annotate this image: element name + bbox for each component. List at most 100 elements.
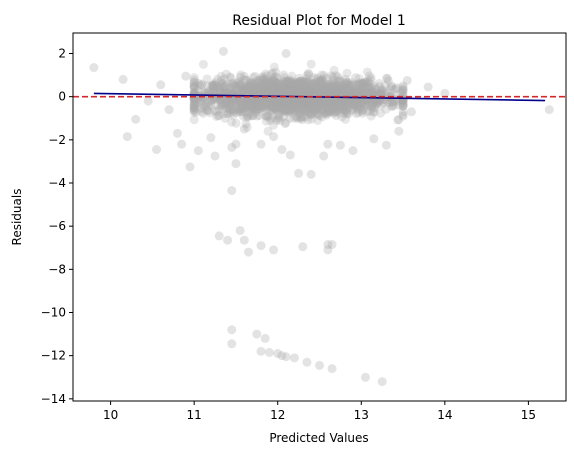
scatter-point (312, 101, 322, 111)
scatter-point (245, 108, 255, 118)
scatter-point (374, 79, 384, 89)
scatter-point (364, 71, 374, 81)
scatter-point (189, 96, 199, 106)
scatter-point (276, 98, 286, 108)
scatter-point (269, 84, 279, 94)
scatter-point (279, 87, 289, 97)
scatter-point (327, 71, 337, 81)
scatter-point (228, 78, 238, 88)
scatter-point (203, 101, 213, 111)
scatter-point (374, 82, 384, 92)
scatter-point (256, 241, 266, 251)
scatter-point (252, 100, 262, 110)
scatter-point (369, 134, 379, 144)
scatter-point (228, 105, 238, 115)
scatter-point (314, 100, 324, 110)
scatter-point (328, 100, 338, 110)
scatter-point (274, 82, 284, 92)
scatter-point (247, 84, 257, 94)
scatter-point (263, 80, 273, 90)
scatter-point (337, 104, 347, 114)
scatter-point (227, 325, 237, 335)
scatter-point (189, 73, 199, 83)
scatter-point (270, 99, 280, 109)
scatter-point (358, 108, 368, 118)
scatter-point (289, 105, 299, 115)
scatter-point (342, 77, 352, 87)
scatter-point (207, 95, 217, 105)
scatter-point (278, 95, 288, 105)
scatter-point (338, 99, 348, 109)
scatter-point (398, 99, 408, 109)
scatter-point (258, 96, 268, 106)
scatter-point (265, 76, 275, 86)
scatter-point (295, 87, 305, 97)
scatter-point (300, 84, 310, 94)
scatter-point (225, 100, 235, 110)
scatter-point (320, 103, 330, 113)
scatter-point (189, 87, 199, 97)
scatter-point (224, 87, 234, 97)
scatter-point (323, 85, 333, 95)
scatter-point (258, 80, 268, 90)
scatter-point (252, 96, 262, 106)
scatter-point (325, 81, 335, 91)
scatter-point (269, 72, 279, 82)
scatter-point (309, 78, 319, 88)
scatter-point (336, 87, 346, 97)
scatter-point (306, 110, 316, 120)
scatter-point (328, 78, 338, 88)
scatter-point (322, 81, 332, 91)
scatter-point (242, 95, 252, 105)
scatter-point (309, 99, 319, 109)
scatter-point (298, 85, 308, 95)
scatter-point (398, 97, 408, 107)
scatter-point (317, 98, 327, 108)
scatter-point (406, 107, 416, 117)
scatter-point (308, 91, 318, 101)
scatter-point (318, 97, 328, 107)
scatter-point (285, 97, 295, 107)
scatter-point (341, 86, 351, 96)
scatter-point (221, 69, 231, 79)
scatter-point (287, 80, 297, 90)
scatter-point (327, 106, 337, 116)
scatter-point (331, 107, 341, 117)
scatter-point (286, 102, 296, 112)
scatter-point (353, 87, 363, 97)
scatter-point (304, 104, 314, 114)
scatter-point (225, 72, 235, 82)
scatter-point (295, 76, 305, 86)
scatter-point (330, 102, 340, 112)
scatter-point (288, 97, 298, 107)
scatter-point (238, 85, 248, 95)
scatter-point (262, 102, 272, 112)
scatter-point (311, 88, 321, 98)
scatter-point (306, 109, 316, 119)
scatter-point (289, 82, 299, 92)
scatter-point (310, 99, 320, 109)
scatter-point (241, 102, 251, 112)
scatter-point (221, 80, 231, 90)
scatter-point (352, 85, 362, 95)
scatter-point (309, 80, 319, 90)
scatter-point (248, 98, 258, 108)
scatter-point (298, 87, 308, 97)
scatter-point (290, 82, 300, 92)
scatter-point (216, 86, 226, 96)
scatter-point (333, 88, 343, 98)
scatter-point (267, 83, 277, 93)
scatter-point (285, 98, 295, 108)
scatter-point (398, 82, 408, 92)
scatter-point (283, 86, 293, 96)
scatter-point (299, 100, 309, 110)
scatter-point (222, 103, 232, 113)
scatter-point (290, 84, 300, 94)
scatter-point (300, 78, 310, 88)
scatter-point (255, 82, 265, 92)
scatter-point (265, 95, 275, 105)
scatter-point (309, 87, 319, 97)
scatter-point (328, 86, 338, 96)
scatter-point (284, 88, 294, 98)
scatter-point (288, 102, 298, 112)
